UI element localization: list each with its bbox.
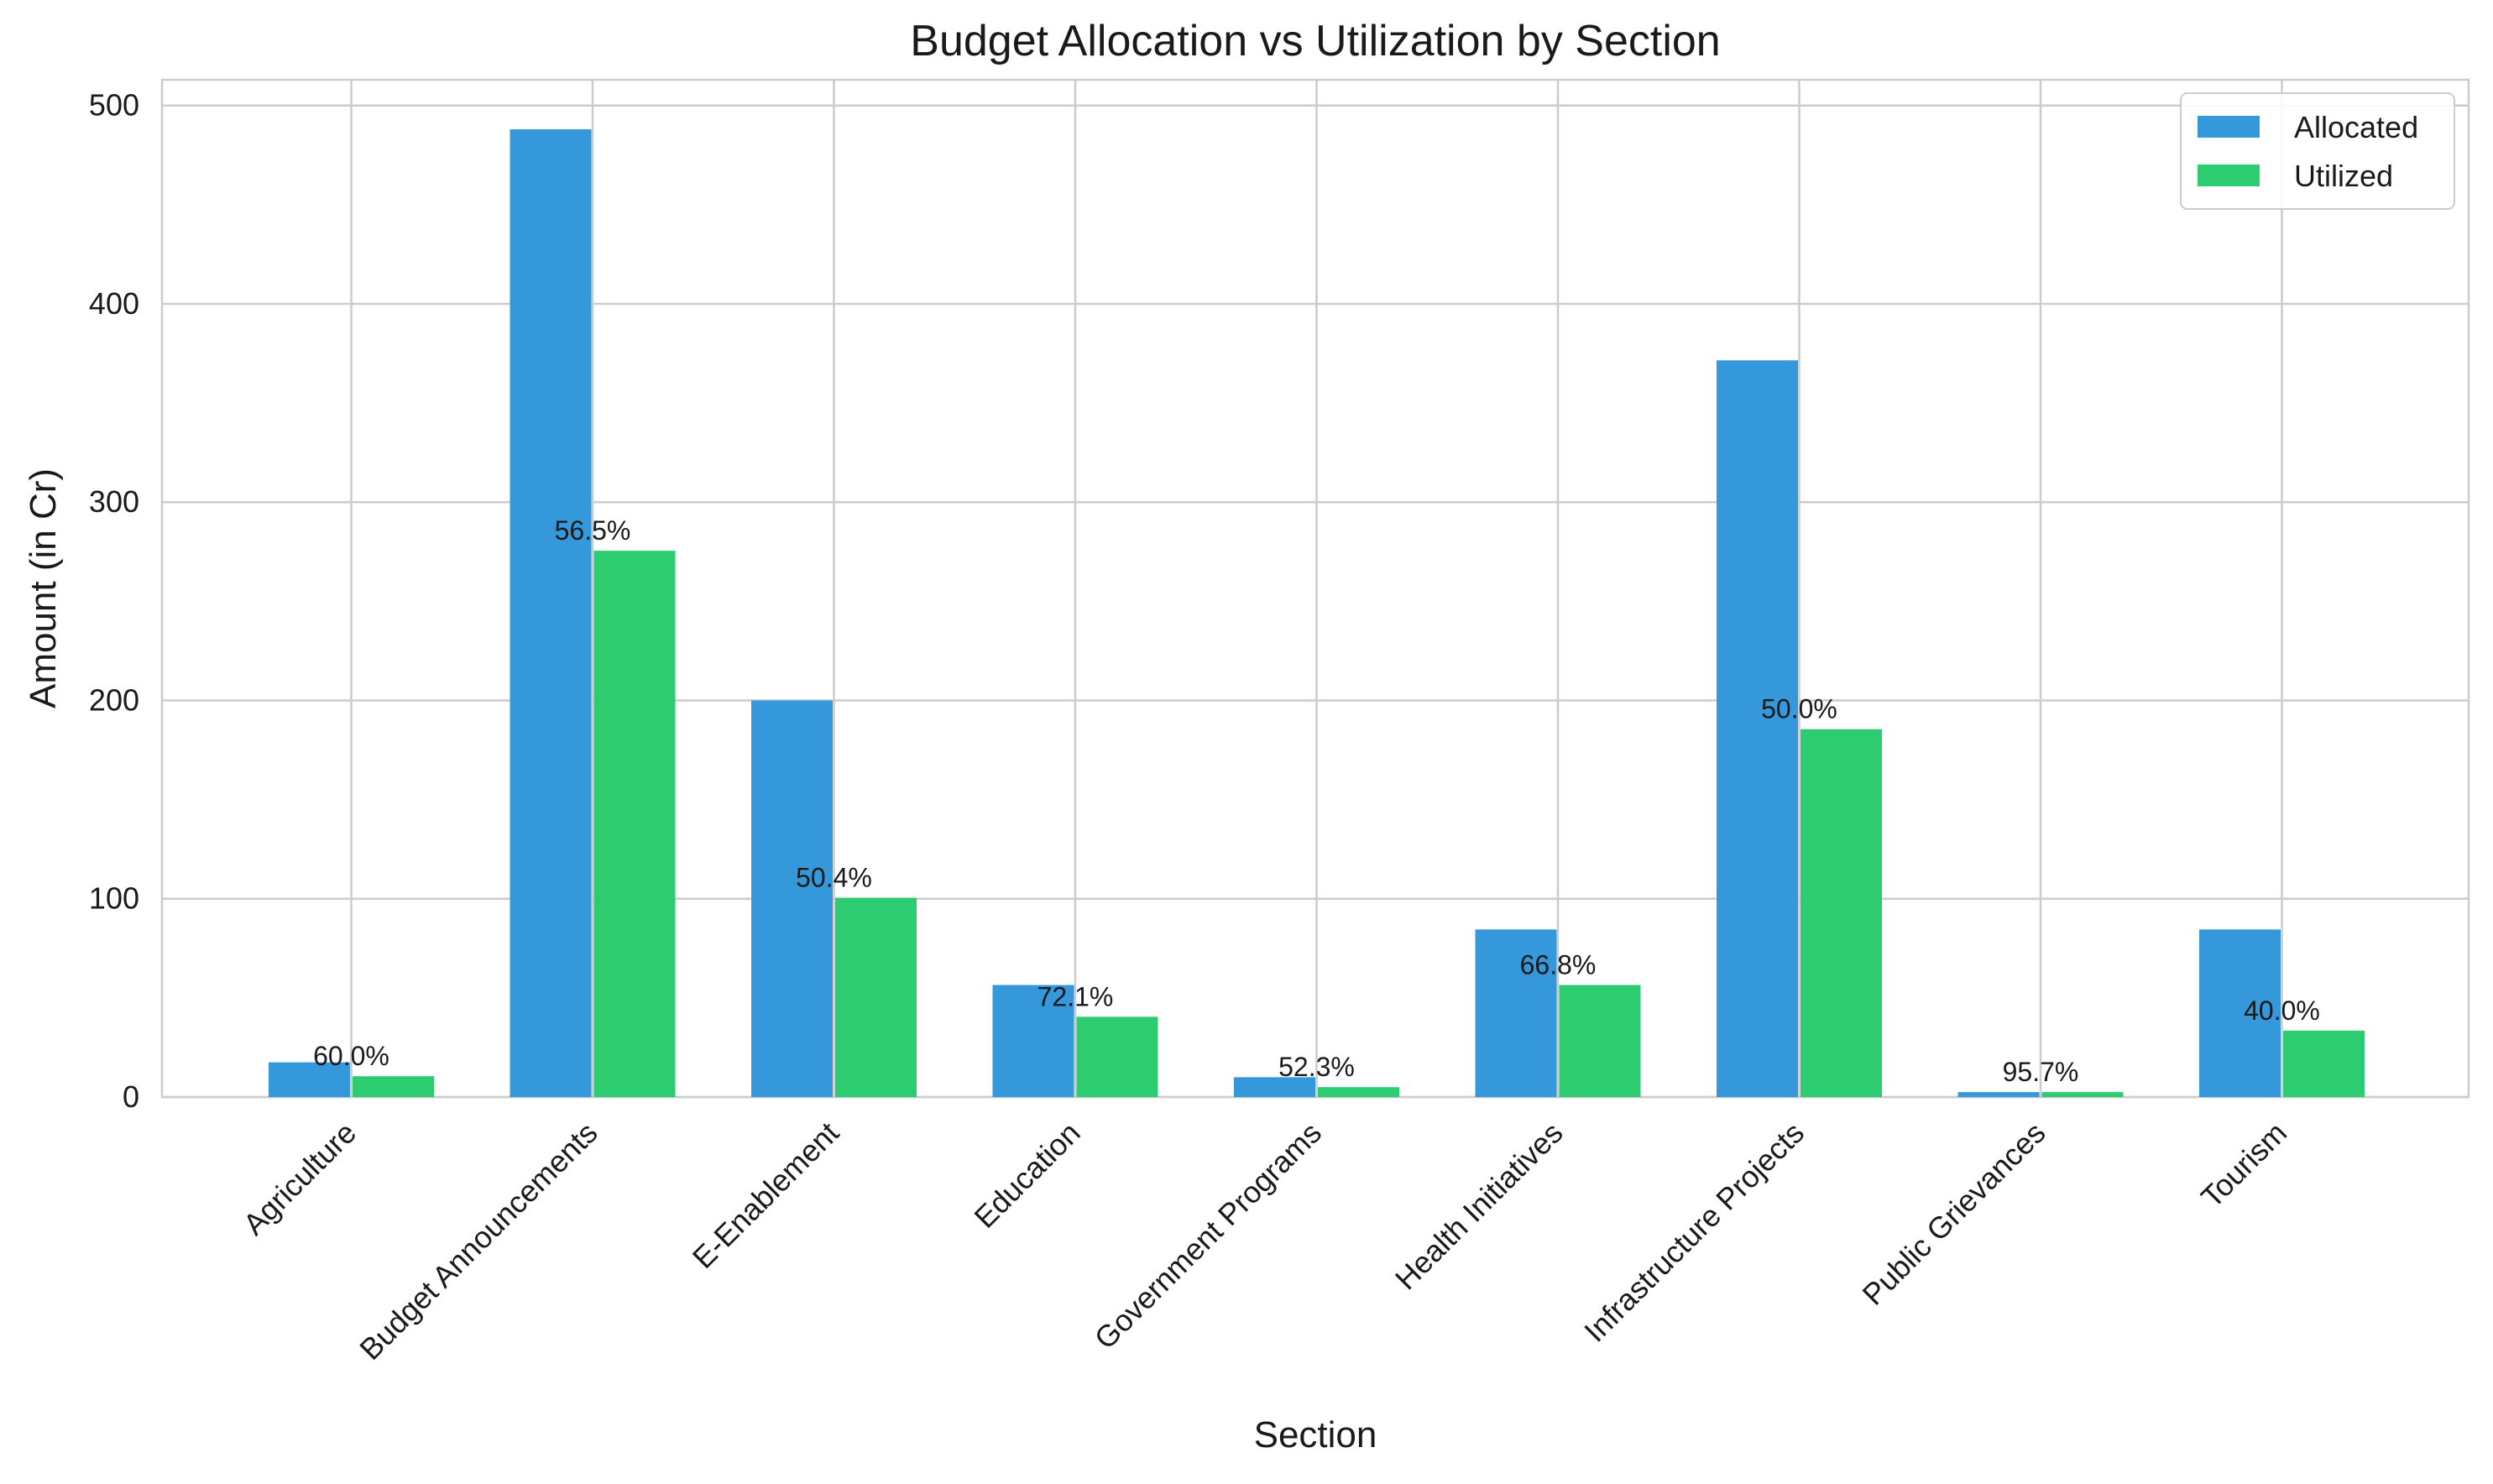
- bar-utilized-e-enablement: [835, 897, 917, 1097]
- x-tick-label-infrastructure-projects: Infrastructure Projects: [1577, 1116, 1811, 1349]
- bar-utilized-tourism: [2283, 1030, 2365, 1097]
- x-tick-label-education: Education: [967, 1116, 1086, 1235]
- y-tick-label: 300: [89, 484, 139, 519]
- y-tick-label: 0: [123, 1079, 139, 1114]
- x-tick-label-e-enablement: E-Enablement: [686, 1116, 845, 1275]
- x-axis-label: Section: [1254, 1414, 1377, 1455]
- bar-allocated-infrastructure-projects: [1717, 360, 1798, 1098]
- y-axis-ticks: 0 100 200 300 400 500: [89, 88, 139, 1114]
- legend-label-utilized: Utilized: [2294, 159, 2393, 193]
- bar-allocated-education: [992, 985, 1074, 1097]
- x-tick-label-health-initiatives: Health Initiatives: [1388, 1116, 1570, 1297]
- bar-utilized-infrastructure-projects: [1800, 729, 1882, 1097]
- data-label-tourism: 40.0%: [2244, 995, 2320, 1026]
- data-label-budget-announcements: 56.5%: [555, 515, 631, 546]
- bar-allocated-government-programs: [1234, 1077, 1315, 1097]
- x-tick-label-agriculture: Agriculture: [236, 1116, 363, 1242]
- legend-swatch-allocated: [2198, 116, 2260, 138]
- bar-allocated-agriculture: [269, 1062, 350, 1097]
- plot-area-frame: [160, 78, 2470, 1099]
- grid-layer: [162, 80, 2469, 1099]
- data-label-health-initiatives: 66.8%: [1520, 950, 1597, 980]
- y-tick-label: 100: [89, 881, 139, 916]
- x-tick-label-tourism: Tourism: [2194, 1116, 2293, 1215]
- bar-allocated-health-initiatives: [1475, 929, 1557, 1097]
- y-axis-label: Amount (in Cr): [23, 468, 64, 708]
- bar-utilized-health-initiatives: [1559, 985, 1641, 1097]
- x-tick-label-government-programs: Government Programs: [1088, 1116, 1328, 1356]
- y-tick-label: 400: [89, 286, 139, 321]
- bar-allocated-tourism: [2199, 929, 2281, 1097]
- bar-utilized-government-programs: [1318, 1087, 1399, 1097]
- chart-title: Budget Allocation vs Utilization by Sect…: [910, 17, 1720, 65]
- data-label-education: 72.1%: [1037, 981, 1114, 1011]
- x-tick-label-public-grievances: Public Grievances: [1856, 1116, 2052, 1312]
- legend-label-allocated: Allocated: [2294, 110, 2418, 144]
- y-tick-label: 500: [89, 88, 139, 123]
- data-label-government-programs: 52.3%: [1278, 1052, 1355, 1082]
- y-tick-label: 200: [89, 682, 139, 717]
- bar-utilized-budget-announcements: [593, 551, 676, 1097]
- legend-swatch-utilized: [2198, 165, 2260, 186]
- bar-utilized-education: [1076, 1016, 1158, 1097]
- bar-allocated-public-grievances: [1957, 1092, 2040, 1097]
- x-tick-label-budget-announcements: Budget Announcements: [353, 1116, 604, 1366]
- data-label-agriculture: 60.0%: [313, 1041, 389, 1071]
- legend: Allocated Utilized: [2180, 92, 2455, 210]
- data-label-public-grievances: 95.7%: [2003, 1057, 2079, 1087]
- bar-allocated-budget-announcements: [510, 129, 592, 1097]
- data-labels-layer: 60.0% 56.5% 50.4% 72.1% 52.3% 66.8% 50.0% 95.7%…: [313, 515, 2320, 1087]
- data-label-e-enablement: 50.4%: [796, 863, 872, 893]
- bar-utilized-agriculture: [353, 1076, 434, 1097]
- bars-layer: [269, 129, 2365, 1098]
- bar-utilized-public-grievances: [2041, 1092, 2124, 1097]
- data-label-infrastructure-projects: 50.0%: [1761, 694, 1837, 724]
- bar-allocated-e-enablement: [751, 700, 833, 1097]
